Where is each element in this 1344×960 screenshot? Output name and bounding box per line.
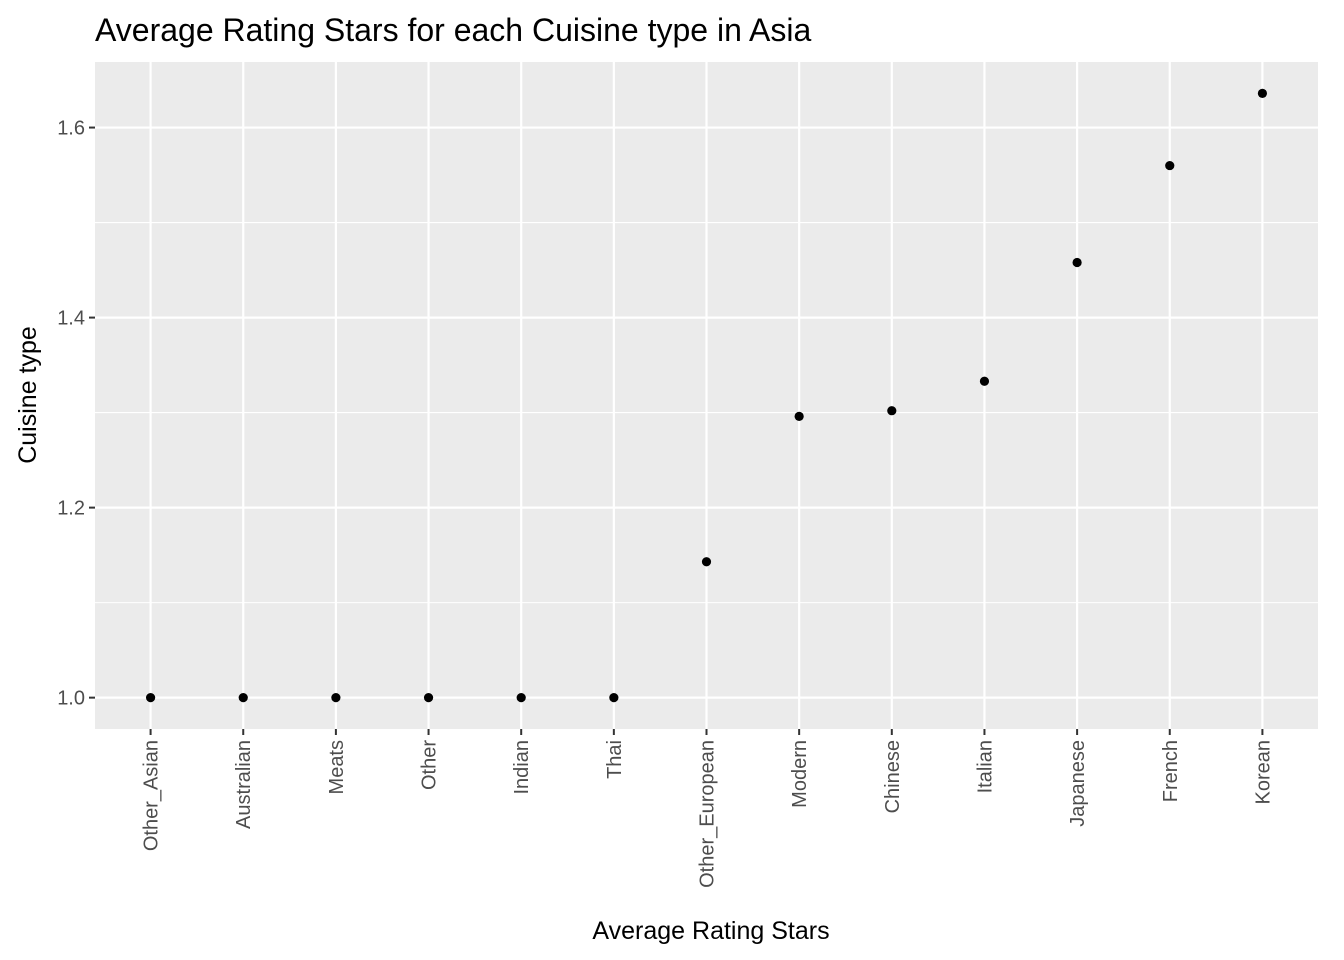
x-tick-label: Thai [604,740,626,779]
x-tick-label: Indian [511,740,533,795]
x-tick-label: Modern [789,740,811,808]
y-tick-label: 1.6 [57,118,85,140]
x-axis-title: Average Rating Stars [592,917,829,945]
y-tick-label: 1.0 [57,688,85,710]
data-point [145,693,156,703]
y-axis: 1.0 1.2 1.4 1.6 [57,118,95,710]
x-tick-label: French [1160,740,1182,802]
data-point [331,693,341,703]
data-point [1072,257,1082,268]
data-point [887,406,897,416]
data-point [423,693,434,703]
data-point [609,693,619,703]
data-point [238,693,248,703]
data-point [794,411,804,422]
x-tick-label: Japanese [1067,740,1089,827]
x-tick-label: Other [419,740,441,790]
data-point [701,557,712,567]
data-point [1257,88,1268,98]
data-points [145,88,1268,703]
data-point [979,376,990,386]
y-tick-label: 1.4 [57,308,85,330]
chart-title: Average Rating Stars for each Cuisine ty… [95,12,811,48]
x-tick-label: Australian [233,740,255,829]
x-tick-label: Italian [974,740,996,793]
major-gridlines [95,62,1318,729]
y-axis-title: Cuisine type [14,326,42,464]
data-point [516,693,526,703]
data-point [1165,160,1175,171]
x-tick-label: Chinese [882,740,904,813]
x-tick-label: Meats [326,740,348,794]
x-tick-label: Other_European [697,740,719,888]
x-tick-label: Other_Asian [141,740,163,851]
x-axis: Other_Asian Australian Meats Other Indian Tha… [141,729,1274,888]
x-tick-label: Korean [1252,740,1274,805]
y-tick-label: 1.2 [57,498,85,520]
